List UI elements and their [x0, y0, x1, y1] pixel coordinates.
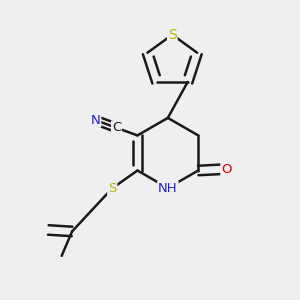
Text: S: S [108, 182, 116, 195]
Text: N: N [91, 114, 100, 127]
Text: NH: NH [158, 182, 178, 194]
Text: C: C [112, 121, 121, 134]
Text: S: S [168, 28, 177, 42]
Text: O: O [221, 163, 232, 176]
